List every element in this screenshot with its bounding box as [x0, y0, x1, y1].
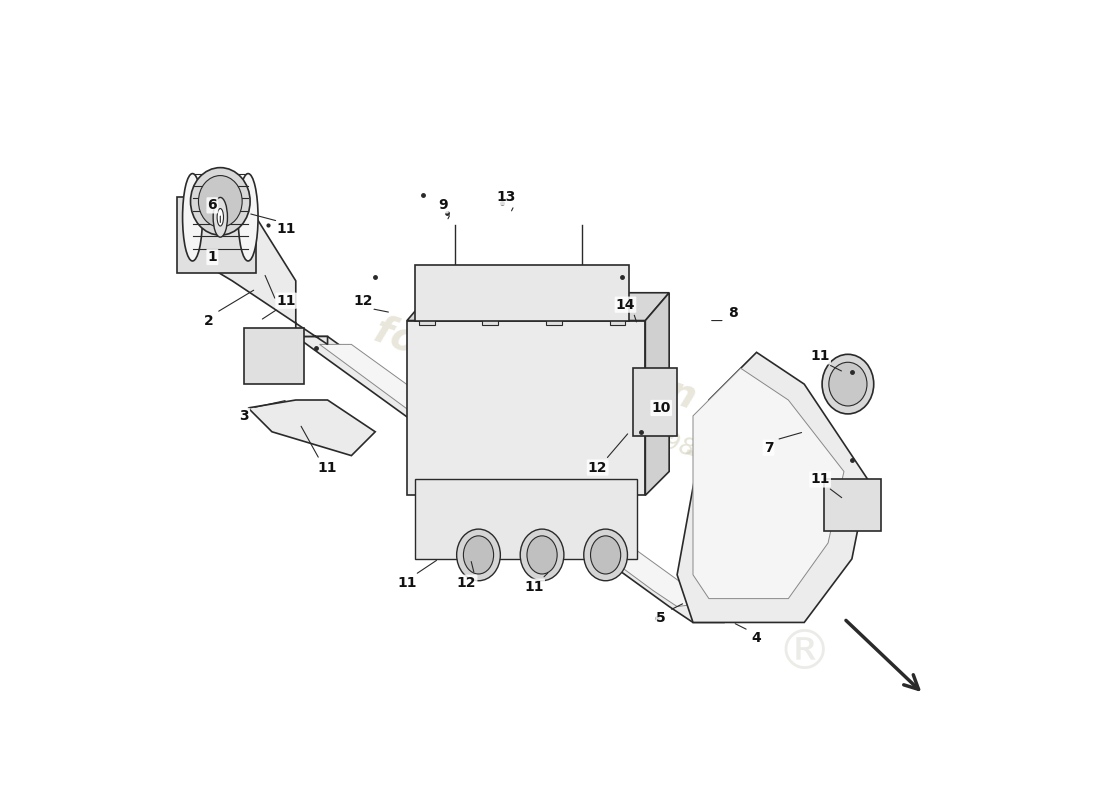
Bar: [483, 315, 498, 325]
Text: 12: 12: [353, 294, 373, 308]
Ellipse shape: [591, 536, 620, 574]
Text: 12: 12: [456, 576, 476, 590]
Text: 4: 4: [751, 631, 761, 646]
Text: 10: 10: [651, 401, 671, 415]
Ellipse shape: [527, 536, 558, 574]
Text: 11: 11: [318, 461, 338, 474]
Ellipse shape: [183, 174, 202, 261]
Ellipse shape: [456, 529, 501, 581]
Ellipse shape: [520, 529, 564, 581]
Polygon shape: [192, 198, 328, 344]
Text: 14: 14: [616, 298, 635, 312]
Text: 5: 5: [657, 611, 667, 626]
Text: 3: 3: [240, 409, 249, 423]
Ellipse shape: [822, 354, 873, 414]
Text: 2: 2: [204, 314, 213, 327]
FancyBboxPatch shape: [824, 479, 881, 531]
Polygon shape: [296, 337, 725, 622]
FancyBboxPatch shape: [177, 198, 256, 273]
Bar: [609, 315, 626, 325]
Ellipse shape: [239, 174, 258, 261]
Ellipse shape: [584, 529, 627, 581]
Polygon shape: [415, 479, 637, 559]
Text: 1: 1: [208, 250, 217, 264]
Polygon shape: [407, 321, 646, 495]
FancyBboxPatch shape: [634, 368, 678, 436]
Text: a passion
for parts since 1985: a passion for parts since 1985: [370, 270, 811, 498]
Text: 13: 13: [496, 190, 516, 205]
Text: 12: 12: [587, 461, 607, 474]
Polygon shape: [249, 400, 375, 456]
Text: 11: 11: [525, 580, 543, 594]
Text: 6: 6: [208, 198, 217, 212]
Bar: [546, 315, 562, 325]
Text: 11: 11: [397, 576, 417, 590]
Text: 11: 11: [811, 350, 829, 363]
Ellipse shape: [190, 168, 250, 235]
Polygon shape: [693, 368, 844, 598]
Ellipse shape: [198, 175, 242, 227]
Text: 8: 8: [728, 306, 738, 320]
Polygon shape: [678, 352, 868, 622]
Text: 7: 7: [763, 441, 773, 454]
Bar: [419, 315, 435, 325]
Text: a passion: a passion: [516, 328, 663, 401]
Ellipse shape: [463, 536, 494, 574]
Polygon shape: [320, 344, 708, 606]
Polygon shape: [407, 293, 669, 321]
Polygon shape: [415, 265, 629, 321]
Text: 11: 11: [276, 294, 296, 308]
Text: 11: 11: [276, 222, 296, 236]
Text: 9: 9: [438, 198, 448, 212]
Text: for parts since 1985: for parts since 1985: [466, 366, 713, 466]
Ellipse shape: [829, 362, 867, 406]
Text: ®: ®: [777, 627, 832, 682]
Ellipse shape: [213, 198, 228, 237]
Ellipse shape: [217, 209, 223, 226]
FancyBboxPatch shape: [244, 329, 304, 384]
Polygon shape: [646, 293, 669, 495]
Text: 11: 11: [811, 473, 829, 486]
